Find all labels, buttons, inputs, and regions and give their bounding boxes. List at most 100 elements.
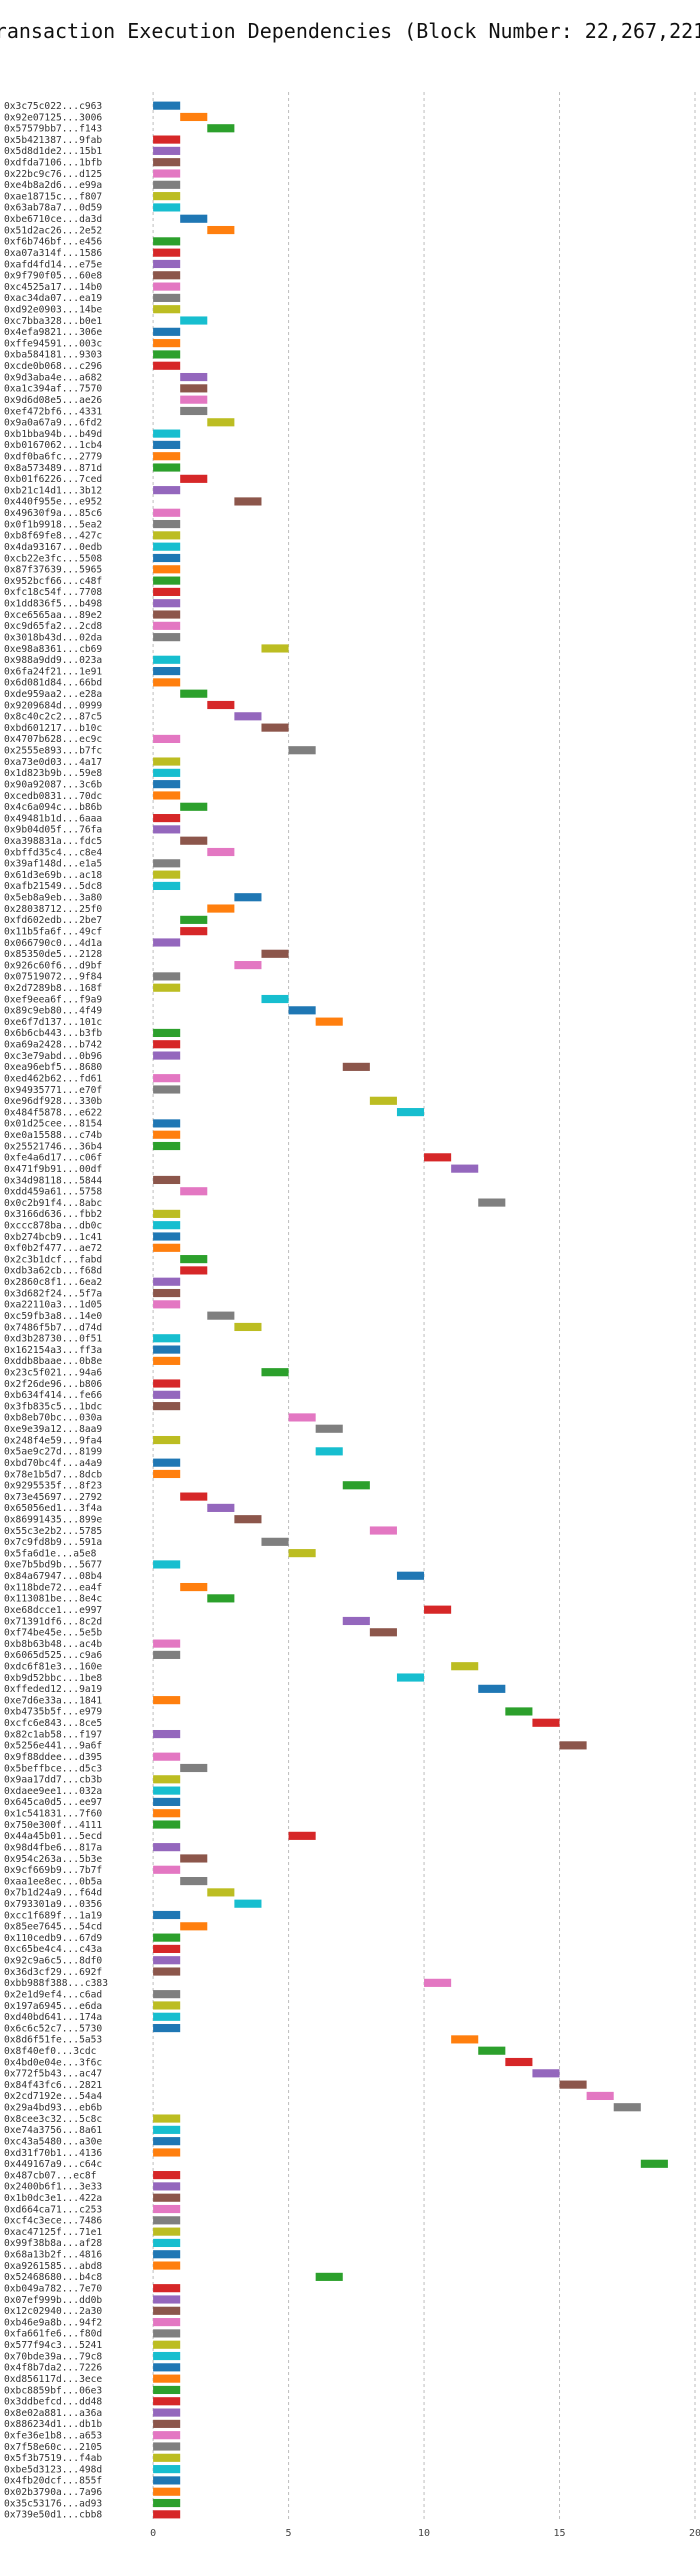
transaction-label: 0xb634f414...fe66 bbox=[4, 1390, 102, 1401]
transaction-label: 0x51d2ac26...2e52 bbox=[4, 225, 102, 236]
transaction-label: 0xc9d65fa2...2cd8 bbox=[4, 621, 102, 632]
transaction-bar bbox=[153, 1141, 181, 1151]
transaction-bar bbox=[153, 938, 181, 947]
transaction-bar bbox=[640, 2159, 668, 2168]
transaction-bar bbox=[153, 2227, 181, 2236]
transaction-bar bbox=[586, 2091, 614, 2101]
transaction-bar bbox=[153, 237, 181, 246]
transaction-label: 0x118bde72...ea4f bbox=[4, 1582, 102, 1593]
transaction-bar bbox=[153, 2295, 181, 2304]
transaction-label: 0x2860c8f1...6ea2 bbox=[4, 1277, 102, 1288]
transaction-label: 0xafb21549...5dc8 bbox=[4, 881, 102, 892]
transaction-bar bbox=[153, 1402, 181, 1411]
transaction-bar bbox=[180, 1266, 208, 1275]
transaction-bar bbox=[153, 780, 181, 789]
x-tick-label: 15 bbox=[554, 2528, 566, 2539]
transaction-label: 0x92c9a6c5...8df0 bbox=[4, 1956, 102, 1967]
transaction-label: 0x3018b43d...02da bbox=[4, 632, 102, 643]
transaction-label: 0xf0b2f477...ae72 bbox=[4, 1243, 102, 1254]
transaction-bar bbox=[153, 2318, 181, 2327]
transaction-label: 0x750e300f...4111 bbox=[4, 1820, 102, 1831]
transaction-bar bbox=[207, 847, 235, 857]
transaction-label: 0x988a9dd9...023a bbox=[4, 655, 102, 666]
transaction-label: 0x85350de5...2128 bbox=[4, 949, 102, 960]
transaction-label: 0x5beffbce...d5c3 bbox=[4, 1763, 102, 1774]
transaction-bar bbox=[207, 1311, 235, 1320]
transaction-label: 0x98d4fbe6...817a bbox=[4, 1842, 102, 1853]
transaction-label: 0xfc18c54f...7708 bbox=[4, 587, 102, 598]
transaction-bar bbox=[153, 1243, 181, 1252]
transaction-bar bbox=[153, 1820, 181, 1829]
chart-title: Transaction Execution Dependencies (Bloc… bbox=[0, 19, 700, 43]
y-axis-labels: 0x3c75c022...c9630x92e07125...30060x5757… bbox=[4, 101, 108, 2521]
transaction-bar bbox=[153, 1130, 181, 1139]
transaction-label: 0x01d25cee...8154 bbox=[4, 1119, 102, 1130]
transaction-bar bbox=[207, 225, 235, 235]
transaction-label: 0xfd602edb...2be7 bbox=[4, 915, 102, 926]
transaction-bar bbox=[180, 112, 208, 122]
transaction-bar bbox=[153, 293, 181, 302]
transaction-bar bbox=[180, 316, 208, 325]
transaction-bar bbox=[288, 746, 316, 755]
transaction-bar bbox=[153, 1786, 181, 1795]
transaction-bar bbox=[153, 1865, 181, 1874]
transaction-bar bbox=[451, 2035, 479, 2044]
transaction-label: 0x487cb07...ec8f bbox=[4, 2170, 96, 2181]
x-tick-label: 5 bbox=[286, 2528, 292, 2539]
transaction-label: 0xb46e9a8b...94f2 bbox=[4, 2317, 102, 2328]
transaction-bar bbox=[153, 2408, 181, 2417]
transaction-label: 0x6c6c52c7...5730 bbox=[4, 2023, 102, 2034]
transaction-label: 0xdf0ba6fc...2779 bbox=[4, 452, 102, 463]
transaction-label: 0xb1bba94b...b49d bbox=[4, 429, 102, 440]
transaction-label: 0xac34da07...ea19 bbox=[4, 293, 102, 304]
transaction-label: 0x87f37639...5965 bbox=[4, 565, 102, 576]
transaction-label: 0x34d98118...5844 bbox=[4, 1175, 102, 1186]
transaction-label: 0x25521746...36b4 bbox=[4, 1141, 102, 1152]
transaction-bar bbox=[153, 2351, 181, 2361]
transaction-bar bbox=[153, 1752, 181, 1761]
transaction-label: 0x5fa6d1e...a5e8 bbox=[4, 1548, 97, 1559]
transaction-label: 0xe0a15588...c74b bbox=[4, 1130, 102, 1141]
transaction-bar bbox=[613, 2103, 641, 2112]
transaction-label: 0x52468680...b4c8 bbox=[4, 2272, 102, 2283]
transaction-bar bbox=[153, 2487, 181, 2496]
transaction-bar bbox=[153, 881, 181, 891]
transaction-label: 0xea96ebf5...8680 bbox=[4, 1062, 102, 1073]
transaction-label: 0x2555e893...b7fc bbox=[4, 746, 102, 757]
transaction-bar bbox=[315, 2272, 343, 2281]
transaction-label: 0x84f43fc6...2821 bbox=[4, 2080, 102, 2091]
transaction-label: 0xd664ca71...c253 bbox=[4, 2204, 102, 2215]
transaction-label: 0x39af148d...e1a5 bbox=[4, 859, 102, 870]
transaction-bar bbox=[153, 2137, 181, 2146]
transaction-label: 0x68a13b2f...4816 bbox=[4, 2250, 102, 2261]
transaction-bar bbox=[153, 2465, 181, 2474]
transaction-label: 0xb8b63b48...ac4b bbox=[4, 1639, 102, 1650]
transaction-bar bbox=[532, 2069, 560, 2078]
transaction-bar bbox=[153, 2182, 181, 2191]
transaction-bar bbox=[153, 2125, 181, 2134]
transaction-bar bbox=[153, 2171, 181, 2180]
transaction-label: 0x6b6cb443...b3fb bbox=[4, 1028, 102, 1039]
transaction-bar bbox=[153, 2114, 181, 2123]
transaction-label: 0xdb3a62cb...f68d bbox=[4, 1266, 102, 1277]
transaction-label: 0x1d823b9b...59e8 bbox=[4, 768, 102, 779]
transaction-bar bbox=[288, 1549, 316, 1558]
transaction-bar bbox=[153, 101, 181, 110]
transaction-label: 0xb9d52bbc...1be8 bbox=[4, 1673, 102, 1684]
transaction-bar bbox=[424, 1605, 452, 1614]
transaction-label: 0x2f26de96...b806 bbox=[4, 1379, 102, 1390]
transaction-label: 0x5d8d1de2...15b1 bbox=[4, 146, 102, 157]
transaction-bar bbox=[153, 2431, 181, 2440]
transaction-bar bbox=[424, 1153, 452, 1162]
transaction-bar bbox=[180, 1854, 208, 1863]
transaction-label: 0x4efa9821...306e bbox=[4, 327, 102, 338]
transaction-bar bbox=[153, 271, 181, 280]
transaction-label: 0xcc1f689f...1a19 bbox=[4, 1910, 102, 1921]
transaction-bar bbox=[153, 1074, 181, 1083]
transaction-label: 0xfe4a6d17...c06f bbox=[4, 1153, 102, 1164]
transaction-label: 0xde959aa2...e28a bbox=[4, 689, 102, 700]
transaction-bar bbox=[153, 757, 181, 766]
transaction-label: 0xae18715c...f807 bbox=[4, 191, 102, 202]
